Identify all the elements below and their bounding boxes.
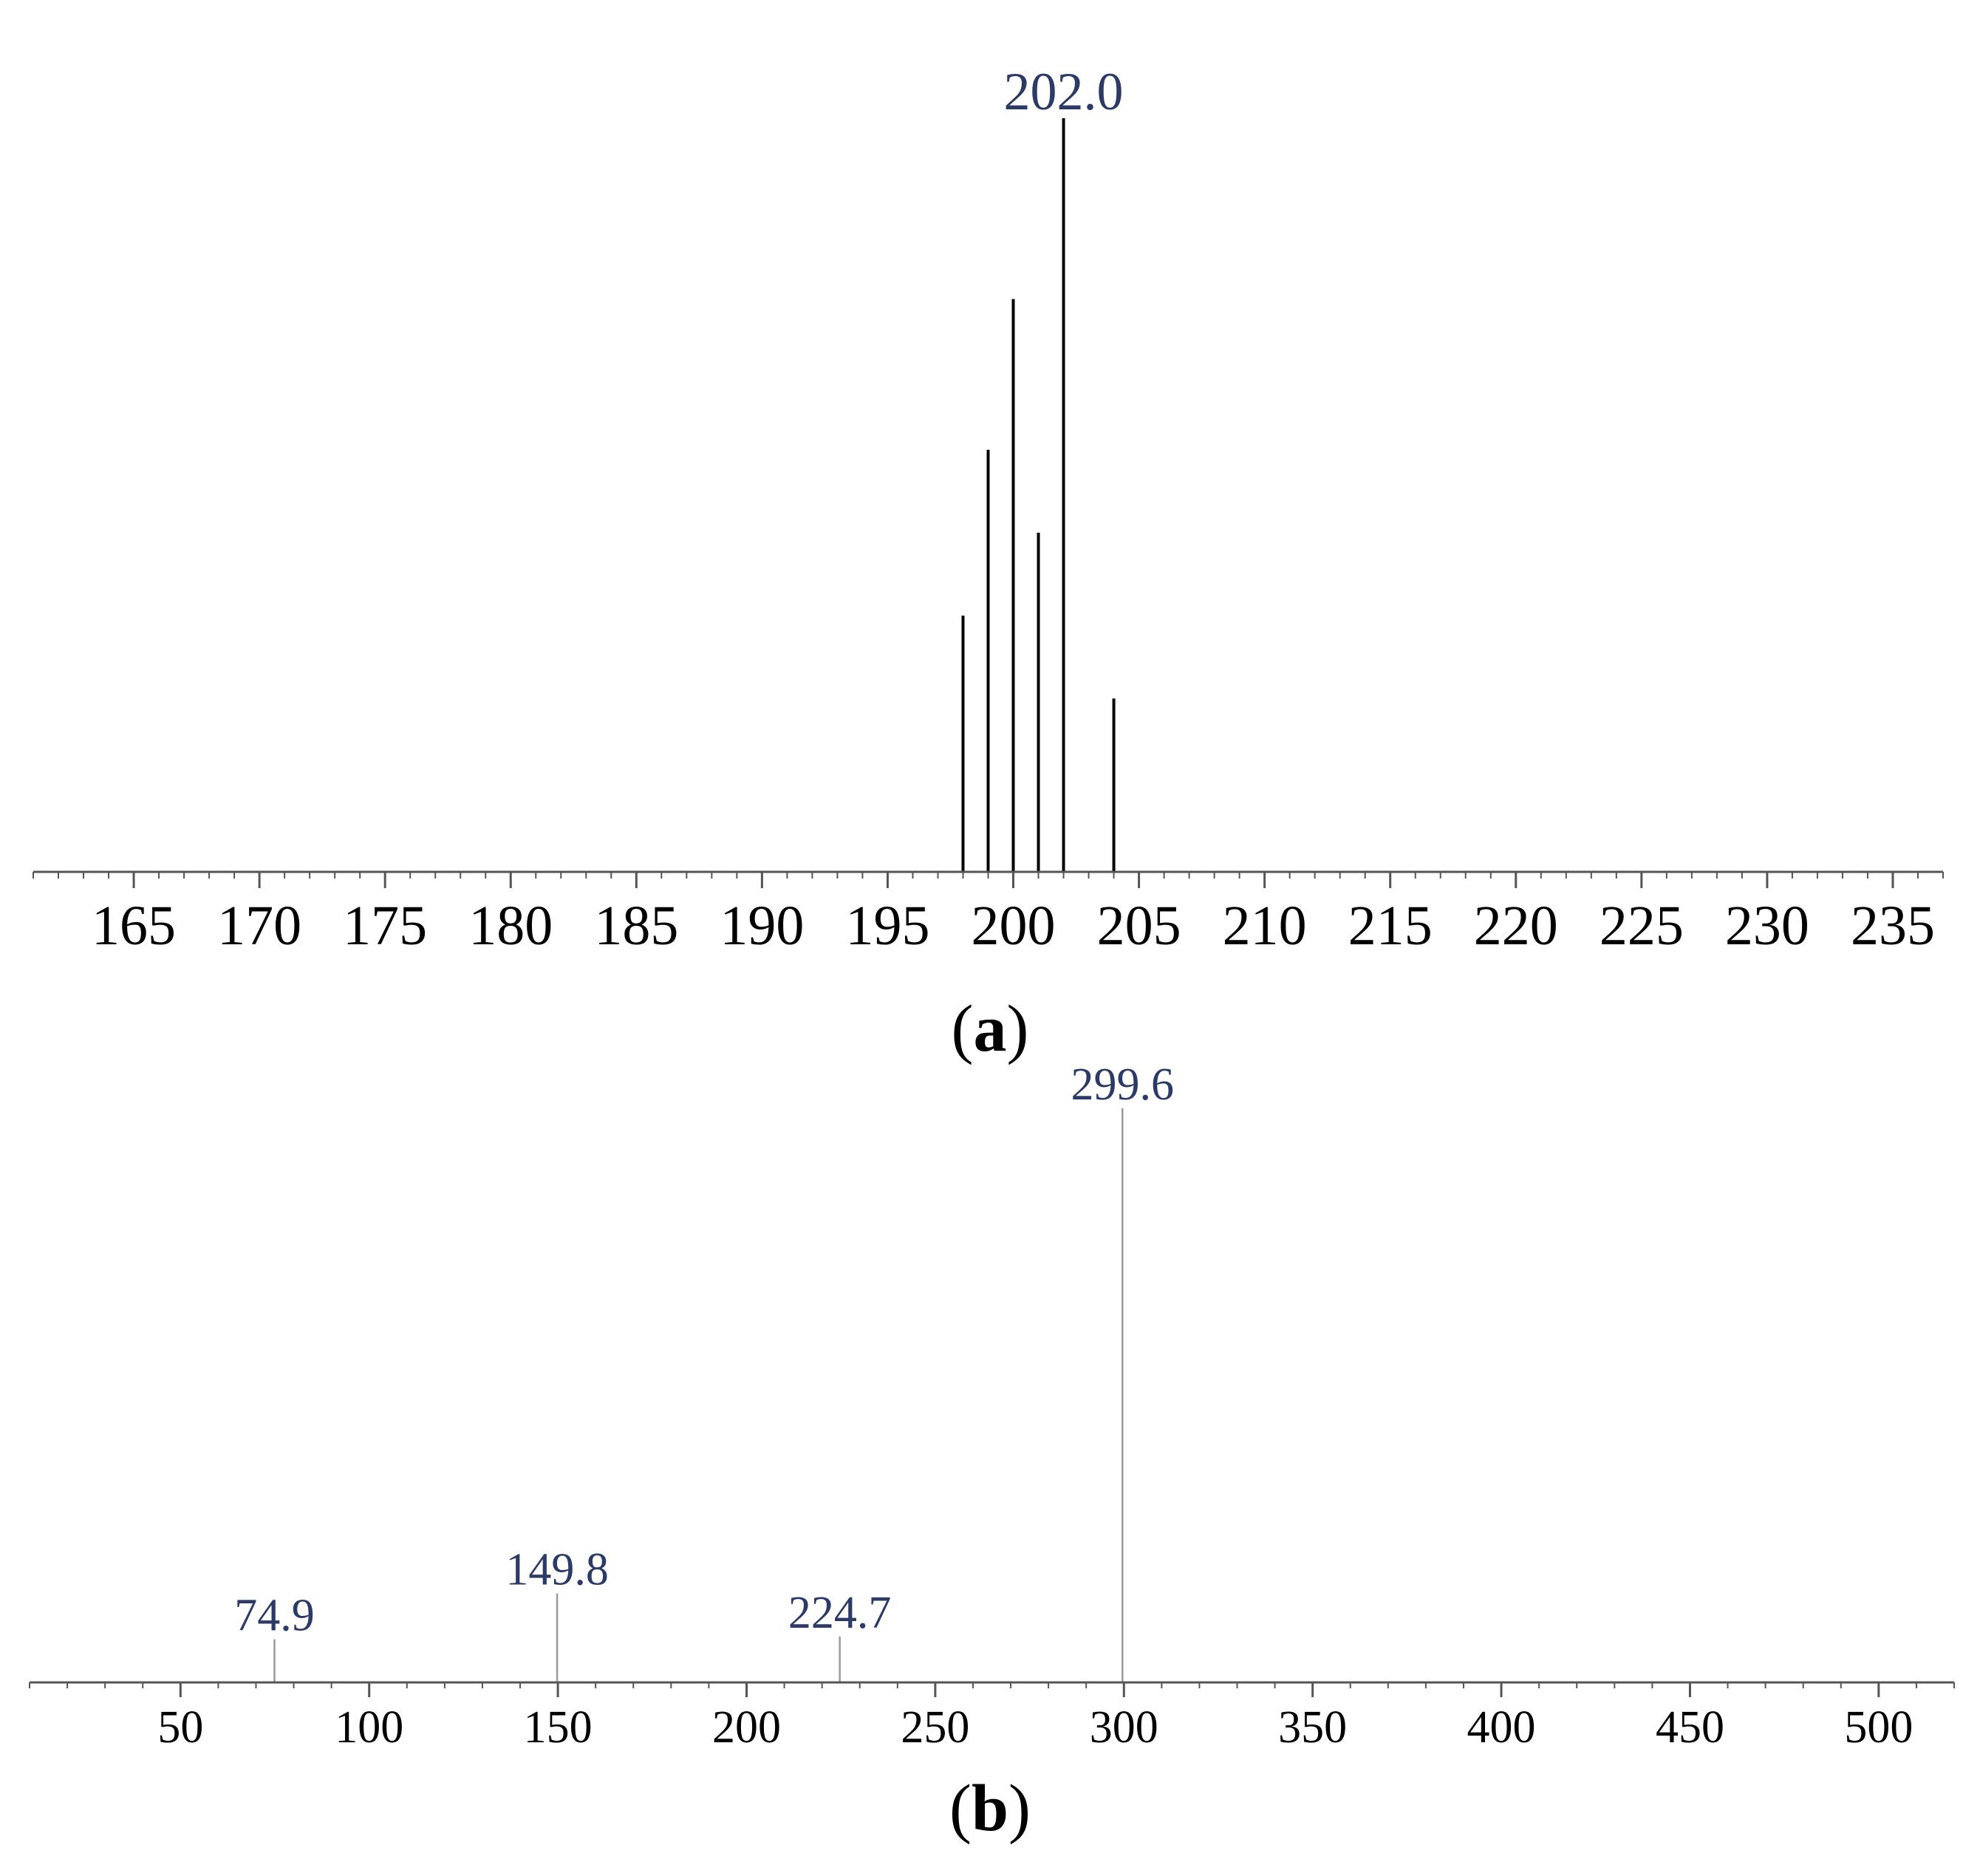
tick-label: 100 (335, 1702, 403, 1753)
tick-label: 200 (972, 895, 1056, 957)
tick-label: 190 (720, 895, 804, 957)
panel-b-spectrum: 50 100 150 200 250 300 350 400 450 500 74.9 149.8 2… (29, 1060, 1955, 1845)
tick-label: 225 (1600, 895, 1684, 957)
panel-a-label: (a) (952, 992, 1029, 1065)
tick-label: 150 (524, 1702, 593, 1753)
tick-label: 175 (343, 895, 427, 957)
peak-label: 299.6 (1071, 1060, 1174, 1110)
panel-a-spectrum: 165 170 175 180 185 190 195 200 205 210 215 220 225 2… (33, 62, 1944, 1065)
tick-label: 50 (157, 1702, 203, 1753)
tick-label: 400 (1467, 1702, 1536, 1753)
panel-b-label: (b) (949, 1772, 1031, 1845)
tick-label: 250 (901, 1702, 969, 1753)
peak-label: 202.0 (1004, 62, 1124, 121)
panel-b-peak-labels: 74.9 149.8 224.7 299.6 (234, 1060, 1174, 1641)
tick-label: 230 (1725, 895, 1809, 957)
tick-label: 195 (845, 895, 929, 957)
tick-label: 350 (1278, 1702, 1347, 1753)
tick-label: 165 (92, 895, 176, 957)
tick-label: 220 (1474, 895, 1558, 957)
panel-a-stems (961, 118, 1116, 872)
peak-label: 74.9 (234, 1591, 315, 1641)
panel-b-label-letter: b (972, 1772, 1008, 1845)
panel-a-ticks: 165 170 175 180 185 190 195 200 205 210 215 220 225 2… (33, 872, 1944, 957)
tick-label: 215 (1348, 895, 1433, 957)
panel-b-ticks: 50 100 150 200 250 300 350 400 450 500 (29, 1682, 1955, 1753)
tick-label: 210 (1223, 895, 1307, 957)
tick-label: 205 (1097, 895, 1181, 957)
tick-label: 300 (1090, 1702, 1158, 1753)
tick-label: 235 (1851, 895, 1935, 957)
panel-a-peak-labels: 202.0 (1004, 62, 1124, 121)
tick-label: 450 (1656, 1702, 1724, 1753)
tick-label: 200 (712, 1702, 781, 1753)
panel-a-label-letter: a (974, 992, 1007, 1065)
tick-label: 500 (1844, 1702, 1913, 1753)
peak-label: 224.7 (788, 1588, 892, 1638)
peak-label: 149.8 (505, 1545, 609, 1595)
tick-label: 180 (468, 895, 553, 957)
panel-b-stems (273, 1108, 1124, 1682)
tick-label: 170 (217, 895, 301, 957)
tick-label: 185 (594, 895, 678, 957)
